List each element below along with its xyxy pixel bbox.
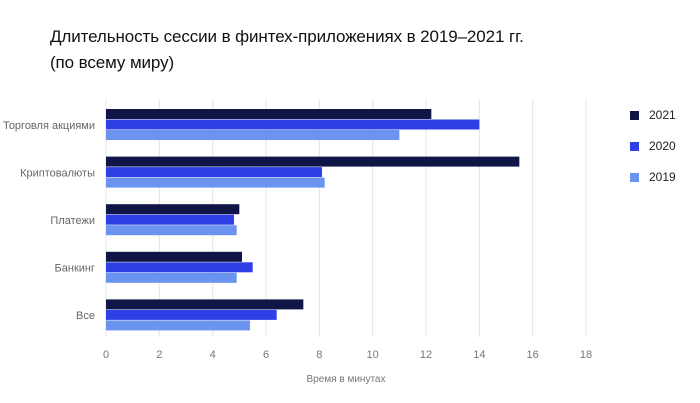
- x-tick-label: 10: [367, 349, 379, 361]
- category-label: Криптовалюты: [20, 167, 95, 179]
- bar-2021-1: [106, 156, 520, 167]
- legend: 2021 2020 2019: [630, 107, 676, 200]
- chart-title-line-1: Длительность сессии в финтех-приложениях…: [50, 27, 524, 46]
- bar-2021-3: [106, 251, 242, 262]
- bar-2019-1: [106, 177, 325, 188]
- x-tick-label: 0: [103, 349, 109, 361]
- legend-swatch: [630, 110, 639, 120]
- x-tick-label: 4: [210, 349, 216, 361]
- bar-2019-3: [106, 272, 237, 283]
- bar-2020-2: [106, 214, 234, 225]
- bar-2021-2: [106, 204, 240, 215]
- bar-2019-2: [106, 225, 237, 236]
- x-tick-label: 12: [420, 349, 432, 361]
- bar-2019-4: [106, 320, 250, 331]
- legend-item-2019: 2019: [630, 169, 676, 185]
- bar-2020-1: [106, 167, 322, 178]
- x-tick-label: 6: [263, 349, 269, 361]
- chart-title: Длительность сессии в финтех-приложениях…: [50, 24, 570, 76]
- category-labels: Торговля акциями Криптовалюты Платежи Банки…: [3, 120, 95, 322]
- x-axis-label: Время в минутах: [307, 374, 386, 385]
- bar-2020-0: [106, 119, 480, 130]
- category-label: Банкинг: [55, 263, 95, 275]
- legend-item-2021: 2021: [630, 107, 676, 123]
- bar-2020-3: [106, 262, 253, 273]
- chart-title-line-2: (по всему миру): [50, 53, 175, 72]
- bar-2020-4: [106, 309, 277, 320]
- legend-swatch: [630, 172, 639, 182]
- category-label: Платежи: [50, 215, 95, 227]
- legend-label: 2019: [649, 170, 676, 184]
- x-tick-labels: 0 2 4 6 8 10 12 14 16 18: [103, 349, 592, 361]
- legend-label: 2020: [649, 139, 676, 153]
- bar-2021-0: [106, 109, 432, 119]
- x-tick-label: 2: [156, 349, 162, 361]
- x-tick-label: 18: [580, 349, 592, 361]
- x-tick-label: 16: [527, 349, 539, 361]
- legend-item-2020: 2020: [630, 138, 676, 154]
- legend-swatch: [630, 141, 639, 151]
- legend-label: 2021: [649, 108, 676, 122]
- bar-2021-4: [106, 299, 304, 310]
- bars: [106, 109, 520, 331]
- bar-2019-0: [106, 130, 400, 140]
- category-label: Торговля акциями: [3, 120, 95, 132]
- category-label: Все: [76, 310, 95, 322]
- x-tick-label: 14: [473, 349, 485, 361]
- x-tick-label: 8: [316, 349, 322, 361]
